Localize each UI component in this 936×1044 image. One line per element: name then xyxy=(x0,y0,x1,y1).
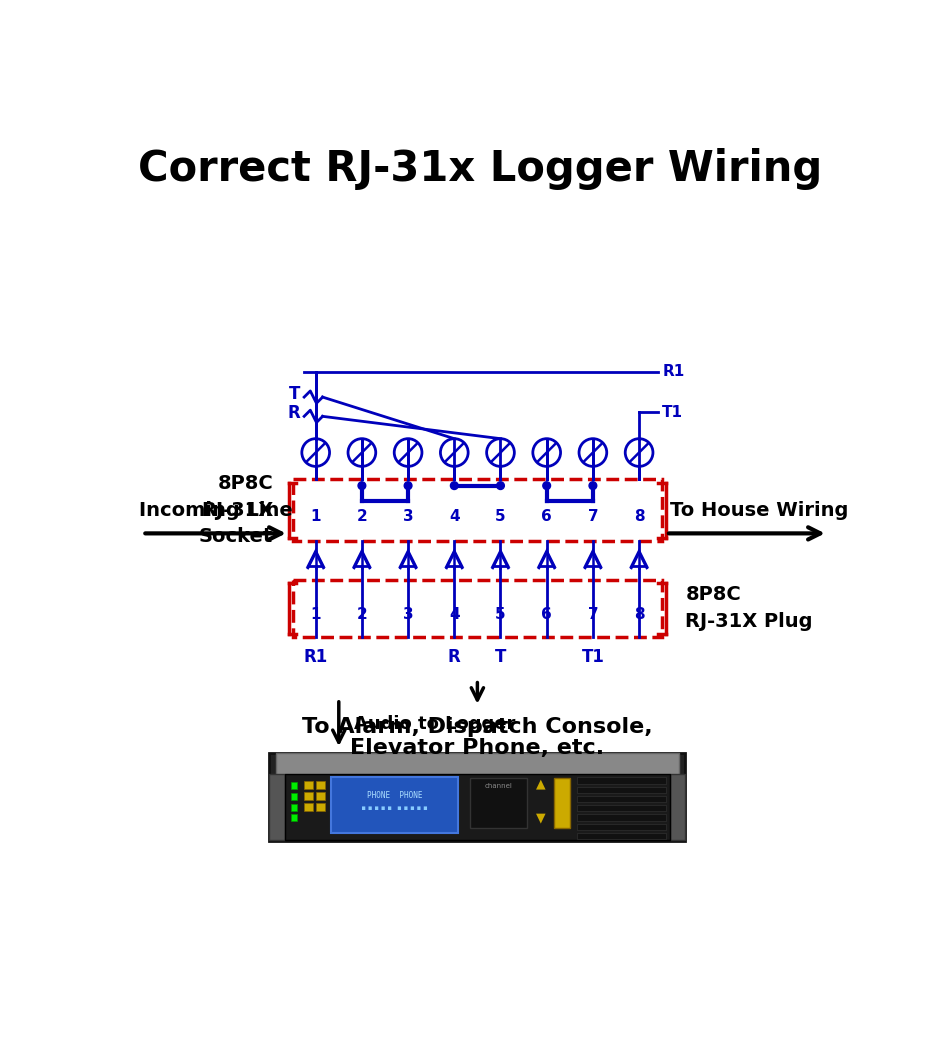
Bar xyxy=(315,803,325,810)
Text: R1: R1 xyxy=(303,647,328,666)
Bar xyxy=(285,775,670,839)
Text: R: R xyxy=(287,404,300,422)
Bar xyxy=(578,796,666,802)
Bar xyxy=(293,579,662,637)
Text: 8: 8 xyxy=(634,607,644,622)
Text: 8P8C
RJ-31X Plug: 8P8C RJ-31X Plug xyxy=(685,586,812,631)
Bar xyxy=(578,833,666,839)
Text: 8P8C
RJ-31X
Socket: 8P8C RJ-31X Socket xyxy=(199,474,273,546)
Text: T1: T1 xyxy=(581,647,605,666)
Bar xyxy=(293,479,662,541)
Text: T: T xyxy=(289,385,300,403)
Bar xyxy=(578,805,666,811)
Text: 8: 8 xyxy=(634,508,644,524)
Bar xyxy=(578,778,666,784)
Text: T1: T1 xyxy=(662,405,683,420)
Bar xyxy=(291,814,298,822)
Circle shape xyxy=(450,481,458,490)
Text: PHONE  PHONE: PHONE PHONE xyxy=(367,790,423,800)
Text: ■ ■ ■ ■ ■  ■ ■ ■ ■ ■: ■ ■ ■ ■ ■ ■ ■ ■ ■ ■ xyxy=(362,806,428,811)
Text: 7: 7 xyxy=(588,508,598,524)
Bar xyxy=(578,824,666,830)
Text: 5: 5 xyxy=(495,607,505,622)
Text: R1: R1 xyxy=(662,364,684,379)
Text: 1: 1 xyxy=(311,607,321,622)
Text: R: R xyxy=(448,647,461,666)
Circle shape xyxy=(497,481,505,490)
Text: 3: 3 xyxy=(402,607,414,622)
Circle shape xyxy=(358,481,366,490)
Text: ▼: ▼ xyxy=(535,812,546,825)
Circle shape xyxy=(589,481,597,490)
Text: 4: 4 xyxy=(449,508,460,524)
Text: 7: 7 xyxy=(588,607,598,622)
Bar xyxy=(315,781,325,789)
Bar xyxy=(275,753,680,776)
Bar xyxy=(291,782,298,789)
Text: 4: 4 xyxy=(449,607,460,622)
Bar xyxy=(578,814,666,821)
Text: ▲: ▲ xyxy=(535,777,546,790)
Bar xyxy=(291,804,298,810)
Text: 2: 2 xyxy=(357,607,367,622)
Text: To Alarm, Dispatch Console,: To Alarm, Dispatch Console, xyxy=(302,716,652,737)
Circle shape xyxy=(543,481,550,490)
Bar xyxy=(554,778,570,828)
Text: 6: 6 xyxy=(541,607,552,622)
Text: 5: 5 xyxy=(495,508,505,524)
Bar xyxy=(304,781,314,789)
Bar xyxy=(291,792,298,800)
Text: 2: 2 xyxy=(357,508,367,524)
Bar xyxy=(270,753,685,841)
Bar xyxy=(578,787,666,792)
Text: Audio to Logger: Audio to Logger xyxy=(354,714,516,733)
Text: To House Wiring: To House Wiring xyxy=(670,500,848,520)
Bar xyxy=(670,775,685,839)
Bar xyxy=(304,803,314,810)
Text: 1: 1 xyxy=(311,508,321,524)
Circle shape xyxy=(404,481,412,490)
Text: Elevator Phone, etc.: Elevator Phone, etc. xyxy=(350,738,605,758)
Bar xyxy=(331,778,458,833)
Bar xyxy=(470,778,528,828)
Text: channel: channel xyxy=(485,783,513,789)
Text: Correct RJ-31x Logger Wiring: Correct RJ-31x Logger Wiring xyxy=(138,148,822,190)
Bar xyxy=(270,775,285,839)
Text: 6: 6 xyxy=(541,508,552,524)
Text: Incoming Line: Incoming Line xyxy=(139,500,292,520)
Text: 3: 3 xyxy=(402,508,414,524)
Text: T: T xyxy=(495,647,506,666)
Bar xyxy=(304,792,314,800)
Bar xyxy=(315,792,325,800)
